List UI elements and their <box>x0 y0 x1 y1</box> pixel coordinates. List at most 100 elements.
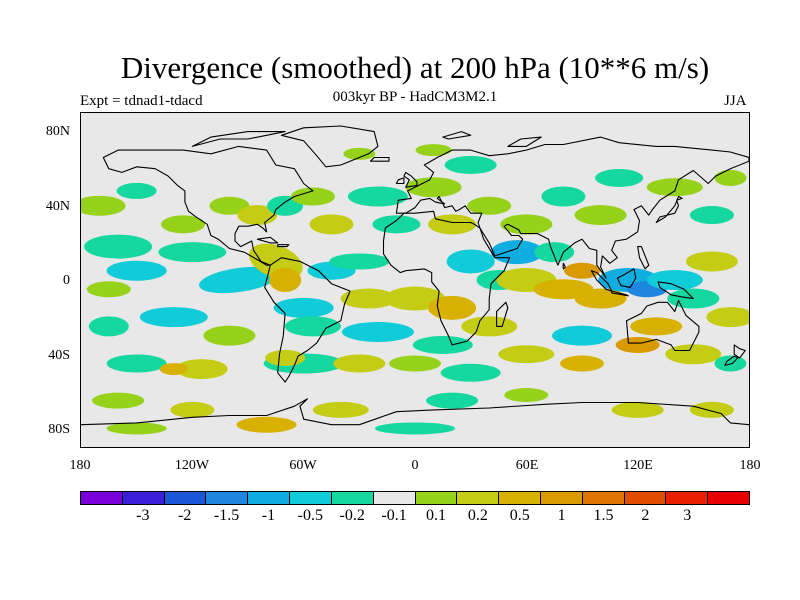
divergence-contour <box>161 215 206 234</box>
lon-label-0: 0 <box>411 458 419 473</box>
coastline <box>507 136 542 147</box>
coastline <box>655 195 683 224</box>
divergence-contour <box>611 401 664 418</box>
divergence-contour <box>84 234 153 259</box>
map-canvas <box>73 125 755 435</box>
divergence-contour <box>92 392 145 409</box>
colorbar-swatch <box>248 492 291 504</box>
colorbar-swatch <box>540 492 583 504</box>
divergence-contour <box>500 214 553 235</box>
lat-label-0: 0 <box>63 273 70 288</box>
divergence-contour <box>504 388 549 403</box>
colorbar-swatch <box>206 492 249 504</box>
colorbar-label: -1.5 <box>213 507 240 524</box>
lat-label-40s: 40S <box>48 348 70 363</box>
divergence-contour <box>467 196 512 215</box>
divergence-contour <box>203 325 256 346</box>
divergence-contour <box>428 295 477 320</box>
divergence-contour <box>534 242 575 263</box>
coastline <box>442 131 472 140</box>
colorbar-label: 0.2 <box>467 507 488 524</box>
divergence-contour <box>175 359 228 380</box>
divergence-contour <box>444 155 497 174</box>
divergence-contour <box>341 321 414 342</box>
coastline <box>562 262 566 270</box>
lat-label-80s: 80S <box>48 422 70 437</box>
coastline <box>657 281 694 300</box>
coastline <box>625 299 700 352</box>
coastline <box>382 210 511 346</box>
colorbar-swatch <box>582 492 625 504</box>
colorbar-swatch <box>331 492 374 504</box>
colorbar-label: 3 <box>683 507 692 524</box>
coastline <box>611 290 629 297</box>
divergence-contour <box>446 249 495 274</box>
colorbar-swatch <box>164 492 207 504</box>
colorbar-swatch <box>708 492 749 504</box>
coastline <box>264 257 351 383</box>
lon-label-180w: 180 <box>69 458 91 473</box>
divergence-contour <box>375 422 455 435</box>
divergence-contour <box>116 182 157 199</box>
divergence-contour <box>290 187 335 206</box>
lat-label-80n: 80N <box>45 124 70 139</box>
divergence-contour <box>412 335 473 354</box>
divergence-contour <box>106 422 167 435</box>
coastline <box>724 355 739 366</box>
divergence-contour <box>560 355 604 372</box>
experiment-label: Expt = tdnad1-tdacd <box>80 93 203 109</box>
coastline <box>403 171 418 188</box>
colorbar-label: -0.2 <box>339 507 365 524</box>
lon-label-60w: 60W <box>289 458 317 473</box>
divergence-contour <box>552 325 612 346</box>
divergence-contour <box>329 253 390 270</box>
divergence-contour <box>273 297 334 318</box>
coastline <box>395 136 750 279</box>
divergence-contour <box>209 196 250 215</box>
colorbar-swatch <box>457 492 500 504</box>
lat-label-40n: 40N <box>45 199 70 214</box>
divergence-contour <box>615 336 660 353</box>
divergence-contour <box>199 266 279 294</box>
coastline <box>280 125 379 168</box>
colorbar-label: -2 <box>178 507 192 524</box>
divergence-contour <box>665 344 722 365</box>
divergence-contour <box>714 169 747 186</box>
divergence-contour <box>159 363 188 376</box>
colorbar-swatch <box>666 492 709 504</box>
divergence-contour <box>265 349 306 366</box>
divergence-contour <box>333 354 386 373</box>
colorbar-swatch <box>290 492 332 504</box>
divergence-contour <box>689 401 734 418</box>
divergence-contour <box>440 363 501 382</box>
colorbar-swatch <box>373 492 416 504</box>
divergence-contour <box>646 178 703 197</box>
divergence-contour <box>86 281 131 298</box>
colorbar-label: 0.5 <box>509 507 530 524</box>
divergence-contour <box>461 316 518 337</box>
divergence-contour <box>309 214 354 235</box>
divergence-contour <box>347 186 408 207</box>
colorbar-label: -1 <box>261 507 276 524</box>
divergence-contour <box>73 195 126 216</box>
divergence-contour <box>646 270 703 290</box>
colorbar-label: -0.1 <box>381 507 407 524</box>
colorbar-swatch <box>415 492 458 504</box>
divergence-contour <box>595 168 644 187</box>
divergence-contour <box>372 215 421 234</box>
divergence-contour <box>340 288 397 309</box>
divergence-contour <box>170 401 215 418</box>
colorbar-swatch <box>499 492 541 504</box>
colorbar-label: -0.5 <box>297 507 323 524</box>
divergence-contour <box>312 401 369 418</box>
coastline <box>277 244 290 248</box>
colorbar-label: -3 <box>136 507 150 524</box>
lon-label-120w: 120W <box>174 458 210 473</box>
divergence-contour <box>343 147 376 160</box>
divergence-contour <box>88 316 129 337</box>
map-subtitle: 003kyr BP - HadCM3M2.1 <box>332 89 498 105</box>
divergence-contour <box>630 317 683 336</box>
colorbar-label: 1 <box>557 507 566 524</box>
lon-label-180e: 180 <box>739 458 761 473</box>
lon-label-120e: 120E <box>623 458 653 473</box>
